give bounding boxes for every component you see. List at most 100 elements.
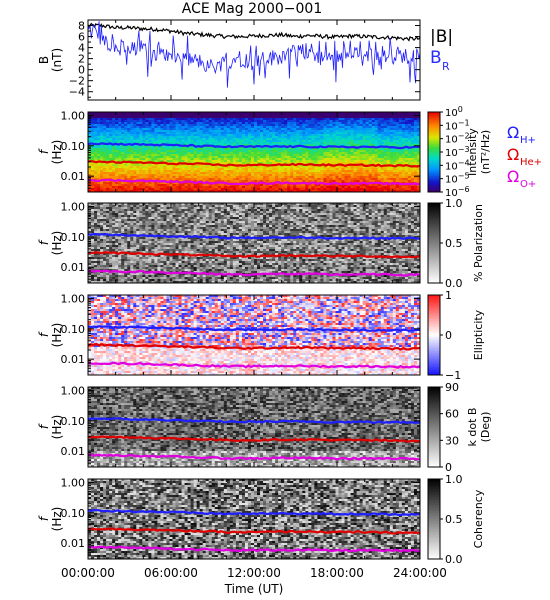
heatmap-cell bbox=[392, 156, 397, 159]
heatmap-cell bbox=[284, 128, 288, 131]
heatmap-cell bbox=[254, 178, 258, 181]
heatmap-cell bbox=[181, 184, 185, 187]
heatmap-cell bbox=[290, 176, 294, 179]
heatmap-cell bbox=[181, 186, 185, 189]
heatmap-cell bbox=[302, 130, 306, 133]
heatmap-cell bbox=[308, 190, 312, 193]
heatmap-cell bbox=[112, 152, 116, 155]
heatmap-cell bbox=[163, 188, 167, 191]
heatmap-cell bbox=[395, 172, 400, 175]
heatmap-cell bbox=[241, 136, 246, 139]
heatmap-cell bbox=[163, 132, 167, 135]
heatmap-cell bbox=[94, 229, 98, 232]
colorbar-step bbox=[428, 145, 440, 148]
heatmap-cell bbox=[305, 154, 309, 157]
heatmap-cell bbox=[238, 130, 243, 133]
heatmap-cell bbox=[314, 178, 318, 181]
heatmap-cell bbox=[211, 134, 216, 137]
heatmap-cell bbox=[202, 134, 207, 137]
heatmap-cell bbox=[148, 188, 152, 191]
heatmap-cell bbox=[263, 112, 267, 115]
heatmap-cell bbox=[311, 128, 315, 131]
heatmap-cell bbox=[181, 146, 185, 149]
heatmap-cell bbox=[371, 120, 376, 123]
heatmap-cell bbox=[290, 174, 294, 177]
heatmap-cell bbox=[97, 154, 101, 157]
heatmap-cell bbox=[314, 152, 318, 155]
heatmap-cell bbox=[118, 176, 122, 179]
heatmap-cell bbox=[383, 156, 388, 159]
heatmap-cell bbox=[281, 122, 285, 125]
heatmap-cell bbox=[377, 150, 382, 153]
heatmap-cell bbox=[241, 134, 246, 137]
heatmap-cell bbox=[293, 170, 297, 173]
heatmap-cell bbox=[257, 176, 261, 179]
heatmap-cell bbox=[220, 120, 225, 123]
heatmap-cell bbox=[260, 128, 264, 131]
heatmap-cell bbox=[226, 130, 231, 133]
heatmap-cell bbox=[323, 148, 327, 151]
heatmap-cell bbox=[208, 146, 213, 149]
heatmap-cell bbox=[217, 118, 222, 121]
heatmap-cell bbox=[94, 182, 98, 185]
heatmap-cell bbox=[232, 176, 237, 179]
heatmap-cell bbox=[368, 134, 373, 137]
heatmap-cell bbox=[320, 186, 324, 189]
heatmap-cell bbox=[190, 184, 195, 187]
heatmap-cell bbox=[410, 172, 415, 175]
heatmap-cell bbox=[220, 180, 225, 183]
heatmap-cell bbox=[257, 118, 261, 121]
heatmap-cell bbox=[184, 152, 188, 155]
heatmap-cell bbox=[97, 219, 101, 222]
heatmap-cell bbox=[229, 150, 234, 153]
heatmap-cell bbox=[190, 148, 195, 151]
heatmap-cell bbox=[109, 114, 113, 117]
heatmap-cell bbox=[241, 160, 246, 163]
heatmap-cell bbox=[314, 142, 318, 145]
heatmap-cell bbox=[205, 122, 210, 125]
heatmap-cell bbox=[287, 118, 291, 121]
heatmap-cell bbox=[133, 158, 137, 161]
heatmap-cell bbox=[199, 140, 204, 143]
heatmap-cell bbox=[257, 188, 261, 191]
heatmap-cell bbox=[145, 172, 149, 175]
heatmap-cell bbox=[341, 142, 345, 145]
heatmap-cell bbox=[208, 148, 213, 151]
heatmap-cell bbox=[223, 184, 228, 187]
heatmap-cell bbox=[217, 178, 222, 181]
heatmap-cell bbox=[97, 174, 101, 177]
heatmap-cell bbox=[410, 142, 415, 145]
heatmap-cell bbox=[178, 116, 182, 119]
heatmap-cell bbox=[109, 150, 113, 153]
heatmap-cell bbox=[247, 184, 252, 187]
heatmap-cell bbox=[166, 118, 170, 121]
heatmap-cell bbox=[383, 178, 388, 181]
heatmap-cell bbox=[368, 136, 373, 139]
heatmap-cell bbox=[106, 118, 110, 121]
heatmap-cell bbox=[281, 130, 285, 133]
heatmap-cell bbox=[350, 186, 354, 189]
heatmap-cell bbox=[278, 116, 282, 119]
heatmap-cell bbox=[106, 174, 110, 177]
heatmap-cell bbox=[398, 120, 403, 123]
heatmap-cell bbox=[332, 160, 336, 163]
heatmap-cell bbox=[263, 150, 267, 153]
heatmap-cell bbox=[341, 150, 345, 153]
heatmap-cell bbox=[275, 178, 279, 181]
heatmap-cell bbox=[190, 128, 195, 131]
heatmap-cell bbox=[115, 190, 119, 193]
heatmap-cell bbox=[151, 114, 155, 117]
heatmap-cell bbox=[91, 243, 95, 246]
heatmap-cell bbox=[401, 136, 406, 139]
heatmap-cell bbox=[305, 172, 309, 175]
heatmap-cell bbox=[311, 132, 315, 135]
heatmap-cell bbox=[223, 160, 228, 163]
heatmap-cell bbox=[323, 180, 327, 183]
heatmap-cell bbox=[157, 184, 161, 187]
heatmap-cell bbox=[287, 188, 291, 191]
heatmap-cell bbox=[272, 132, 276, 135]
heatmap-cell bbox=[356, 148, 361, 151]
heatmap-cell bbox=[404, 186, 409, 189]
heatmap-cell bbox=[257, 150, 261, 153]
heatmap-cell bbox=[88, 279, 92, 282]
